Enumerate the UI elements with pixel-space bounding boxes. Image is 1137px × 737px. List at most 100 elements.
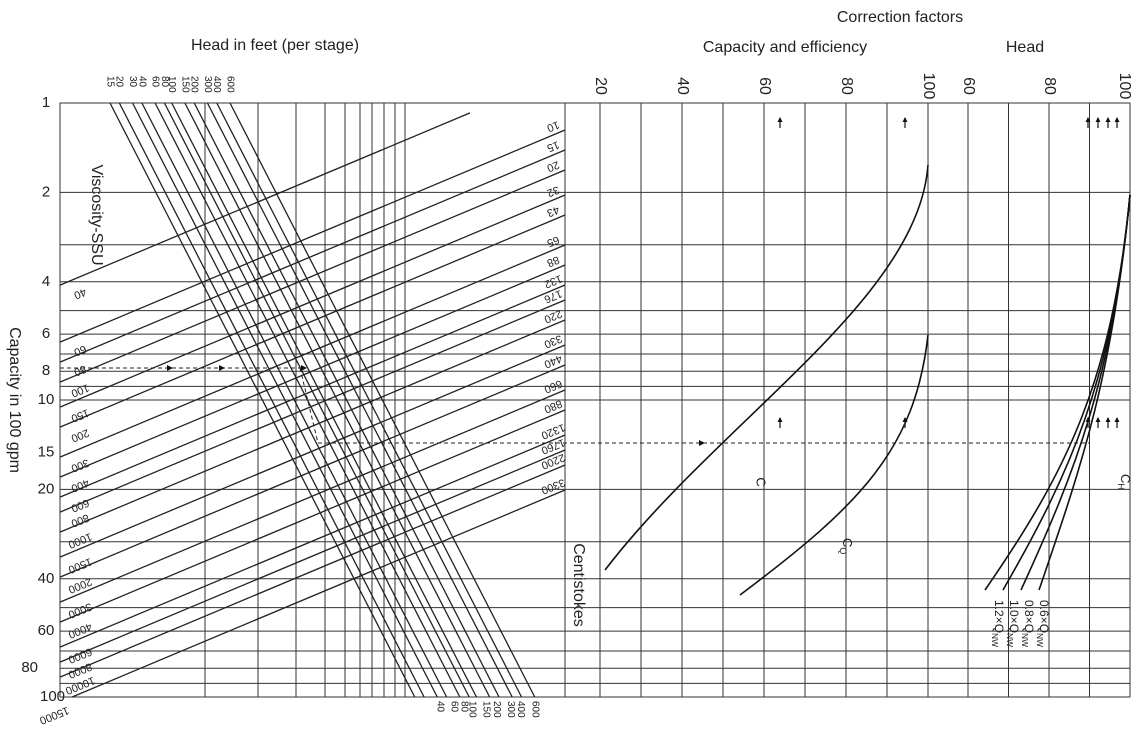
arrow-head	[1085, 117, 1091, 122]
capacity-curve-label-sub: Q	[838, 547, 848, 554]
head-line	[154, 102, 461, 698]
capacity-tick-label: 100	[40, 688, 65, 705]
head-feet-title: Head in feet (per stage)	[191, 37, 359, 54]
head-line	[109, 102, 416, 698]
head-line	[229, 102, 536, 698]
head-feet-bottom-label: 40	[434, 701, 445, 713]
dashed-guide	[299, 367, 319, 444]
ssu-label: 60	[72, 342, 88, 358]
cst-label: 15	[545, 138, 561, 154]
ssu-label: Viscosity-SSU	[88, 164, 105, 265]
viscosity-line	[59, 364, 566, 578]
viscosity-line	[59, 319, 566, 533]
capacity-tick-label: 1	[42, 94, 50, 111]
flow-label: 1.0×QNW	[1005, 600, 1021, 647]
flow-label: 0.6×QNW	[1035, 600, 1051, 647]
flow-label-sub: NW	[1035, 633, 1045, 647]
arrow-head	[167, 365, 173, 371]
arrow-head	[219, 365, 225, 371]
head-curve-label: CH	[1116, 474, 1133, 490]
capacity-tick-label: 80	[21, 659, 38, 676]
viscosity-line	[59, 214, 566, 428]
ssu-label: 200	[69, 426, 91, 444]
cst-label: 20	[545, 158, 561, 174]
head-feet-top-label: 30	[127, 76, 138, 88]
capacity-curve	[739, 334, 929, 596]
efficiency-curve	[604, 164, 929, 571]
capacity-tick-label: 20	[38, 480, 55, 497]
arrow-head	[1085, 417, 1091, 422]
efficiency-tick-label: 80	[838, 77, 855, 95]
arrow-head	[777, 417, 783, 422]
head-factor-tick-label: 100	[1116, 73, 1133, 100]
flow-label: 0.8×QNW	[1020, 600, 1036, 647]
head-line	[193, 102, 500, 698]
head-curve	[984, 194, 1131, 591]
head-line	[216, 102, 523, 698]
capacity-tick-label: 40	[38, 570, 55, 587]
head-feet-top-label: 80	[159, 76, 170, 88]
head-feet-bottom-label: 60	[449, 701, 460, 713]
viscosity-line	[71, 489, 566, 698]
viscosity-line	[59, 284, 566, 498]
head-feet-bottom-label: 80	[459, 701, 470, 713]
head-feet-top-label: 200	[189, 76, 200, 93]
arrow-head	[1105, 417, 1111, 422]
head-curve	[1038, 194, 1131, 591]
viscosity-line	[59, 344, 566, 558]
efficiency-tick-label: 40	[674, 77, 691, 95]
head-feet-bottom-label: 200	[491, 701, 502, 718]
viscosity-line	[59, 464, 566, 678]
cst-label: 3300	[539, 476, 566, 496]
head-line	[184, 102, 491, 698]
head-feet-bottom-label: 100	[467, 701, 478, 718]
arrow-head	[777, 117, 783, 122]
ssu-label: 600	[69, 496, 91, 514]
capacity-tick-label: 8	[42, 362, 50, 379]
capacity-tick-label: 4	[42, 273, 50, 290]
flow-label-text: 1.2×Q	[992, 600, 1006, 633]
arrow-head	[1114, 417, 1120, 422]
head-feet-top-label: 15	[104, 76, 115, 88]
head-feet-top-label: 600	[224, 76, 235, 93]
viscosity-line	[59, 389, 566, 603]
viscosity-line	[59, 299, 566, 513]
viscosity-line	[59, 264, 566, 478]
ssu-label: 40	[72, 285, 88, 301]
efficiency-tick-label: 20	[592, 77, 609, 95]
viscosity-line	[59, 169, 566, 383]
head-feet-bottom-label: 600	[529, 701, 540, 718]
arrow-head	[301, 365, 307, 371]
efficiency-curve-label: C	[754, 477, 769, 486]
head-curve-label-text: C	[1118, 474, 1133, 483]
cst-label: Centistokes	[570, 543, 587, 627]
flow-label-sub: NW	[1020, 633, 1030, 647]
ssu-label: 2000	[66, 575, 93, 595]
head-feet-top-label: 100	[166, 76, 177, 93]
ssu-label: 100	[69, 381, 91, 399]
cst-label: 43	[545, 203, 561, 219]
head-line	[131, 102, 438, 698]
cst-label: 10	[545, 118, 561, 134]
head-factor-tick-label: 80	[1041, 77, 1058, 95]
arrow-head	[1095, 117, 1101, 122]
ssu-label: 80	[72, 362, 88, 378]
flow-label: 1.2×QNW	[990, 600, 1006, 647]
flow-label-sub: NW	[990, 633, 1000, 647]
head-curve	[1020, 194, 1131, 591]
head-feet-top-label: 20	[114, 76, 125, 88]
head-line	[118, 102, 425, 698]
viscosity-line	[59, 434, 566, 648]
flow-label-text: 0.8×Q	[1022, 600, 1036, 633]
efficiency-tick-label: 60	[756, 77, 773, 95]
head-feet-top-label: 300	[202, 76, 213, 93]
head-feet-top-label: 400	[211, 76, 222, 93]
arrow-head	[1105, 117, 1111, 122]
flow-label-text: 0.6×Q	[1037, 600, 1051, 633]
ssu-label: 15000	[38, 704, 71, 727]
capacity-efficiency-title: Capacity and efficiency	[703, 39, 867, 56]
viscosity-line	[59, 449, 566, 663]
cst-label: 32	[545, 183, 561, 199]
capacity-tick-label: 6	[42, 325, 50, 342]
